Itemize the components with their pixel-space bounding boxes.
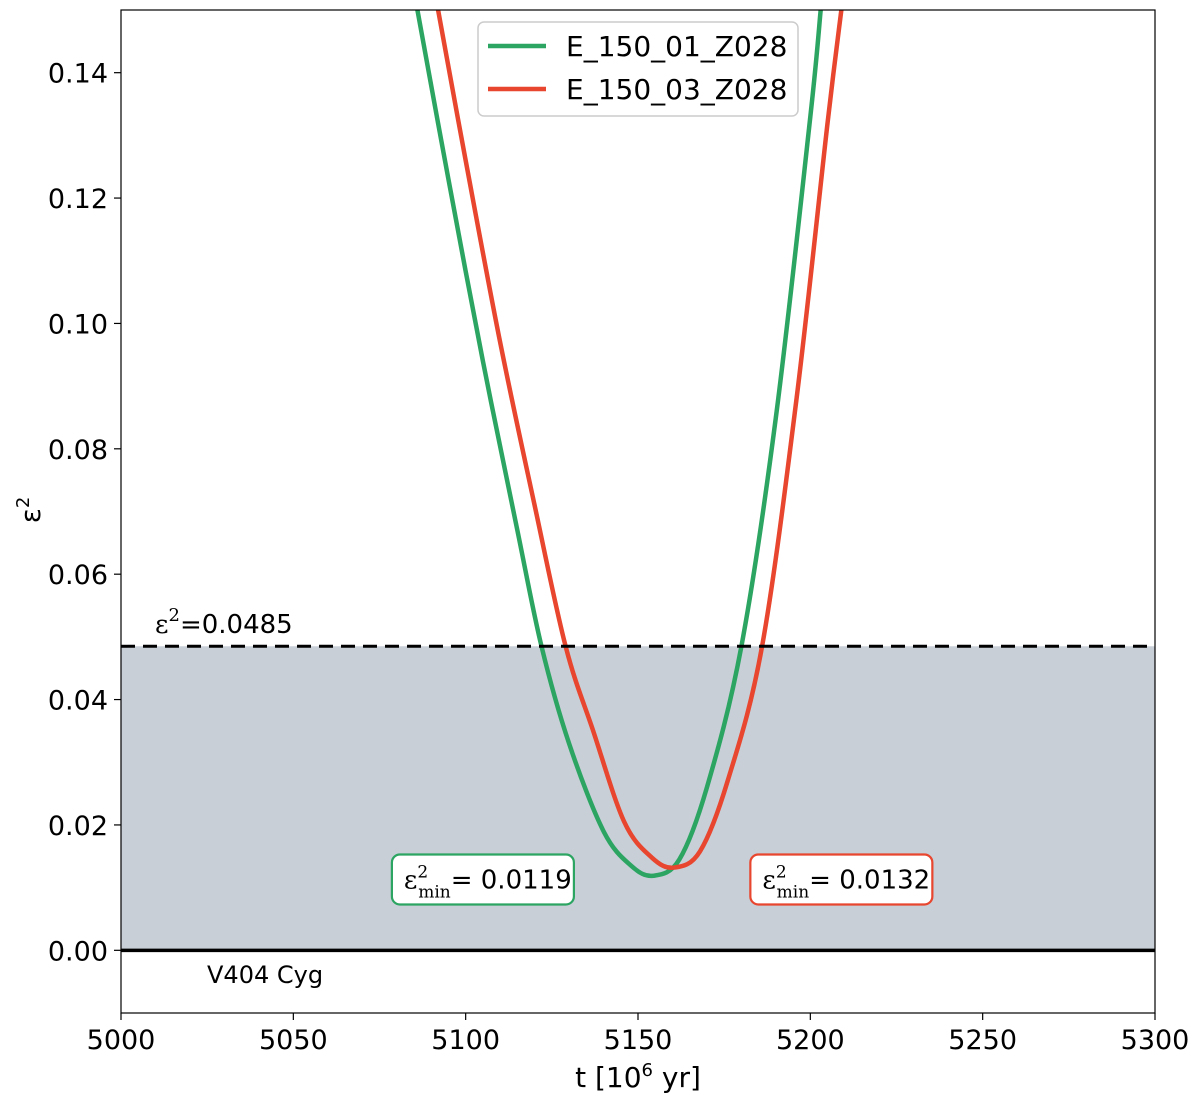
- min-annotation-sub: min: [777, 882, 810, 902]
- y-tick-label: 0.02: [48, 811, 108, 842]
- min-annotation-value: = 0.0119: [451, 865, 572, 895]
- series-layer: [415, 10, 844, 879]
- annotation-layer: ε2 min= 0.0119 ε2 min= 0.0132: [390, 853, 934, 906]
- series-line-2: [435, 10, 844, 870]
- min-annotation-text-2: ε2 min= 0.0132: [762, 862, 930, 902]
- tick-layer: 5000 5050 5100 5150 5200 5250 5300 0.00 0.02 0.04…: [48, 59, 1189, 1056]
- legend-label-series-2: E_150_03_Z028: [566, 73, 787, 106]
- y-axis-label: ε2: [13, 497, 47, 524]
- y-tick-label: 0.14: [48, 59, 108, 90]
- min-annotation-text-1: ε2 min= 0.0119: [404, 862, 572, 902]
- min-annotation-base: ε: [404, 865, 417, 895]
- y-tick-label: 0.08: [48, 435, 108, 466]
- min-annotation-value: = 0.0132: [809, 865, 930, 895]
- legend-box: [477, 21, 799, 117]
- x-axis-label-tail: yr]: [653, 1061, 701, 1094]
- y-tick-label: 0.04: [48, 686, 108, 717]
- legend-label-series-1: E_150_01_Z028: [566, 30, 787, 63]
- series-line-1: [415, 10, 823, 879]
- x-axis-label-base: t [10: [575, 1061, 641, 1094]
- y-tick-label: 0.12: [48, 184, 108, 215]
- x-tick-label: 5000: [87, 1025, 156, 1056]
- min-annotation-sup: 2: [417, 862, 428, 882]
- threshold-label-exp: 2: [168, 605, 179, 626]
- reference-layer: [121, 644, 1155, 953]
- reference-label: V404 Cyg: [207, 961, 323, 989]
- x-tick-label: 5200: [776, 1025, 845, 1056]
- x-tick-label: 5050: [259, 1025, 328, 1056]
- y-axis-label-exp: 2: [13, 497, 34, 508]
- y-tick-label: 0.00: [48, 936, 108, 967]
- x-tick-label: 5250: [948, 1025, 1017, 1056]
- shaded-band: [121, 646, 1155, 951]
- threshold-label-base: ε: [155, 610, 168, 640]
- threshold-label-value: =0.0485: [180, 610, 293, 640]
- min-annotation-sup: 2: [776, 862, 787, 882]
- y-axis-label-base: ε: [14, 508, 47, 523]
- x-tick-label: 5150: [604, 1025, 673, 1056]
- x-tick-label: 5100: [431, 1025, 500, 1056]
- legend: E_150_01_Z028 E_150_03_Z028: [477, 21, 799, 117]
- min-annotation-box-1: [390, 853, 575, 906]
- min-annotation-sub: min: [418, 882, 451, 902]
- min-annotation-box-2: [749, 853, 934, 906]
- x-axis-label-exp: 6: [642, 1060, 653, 1081]
- min-annotation-base: ε: [762, 865, 775, 895]
- x-axis-label: t [106 yr]: [575, 1060, 701, 1094]
- x-tick-label: 5300: [1121, 1025, 1190, 1056]
- shaded-band-layer: [121, 646, 1155, 951]
- y-tick-label: 0.10: [48, 309, 108, 340]
- y-tick-label: 0.06: [48, 560, 108, 591]
- threshold-label: ε2=0.0485: [155, 605, 293, 640]
